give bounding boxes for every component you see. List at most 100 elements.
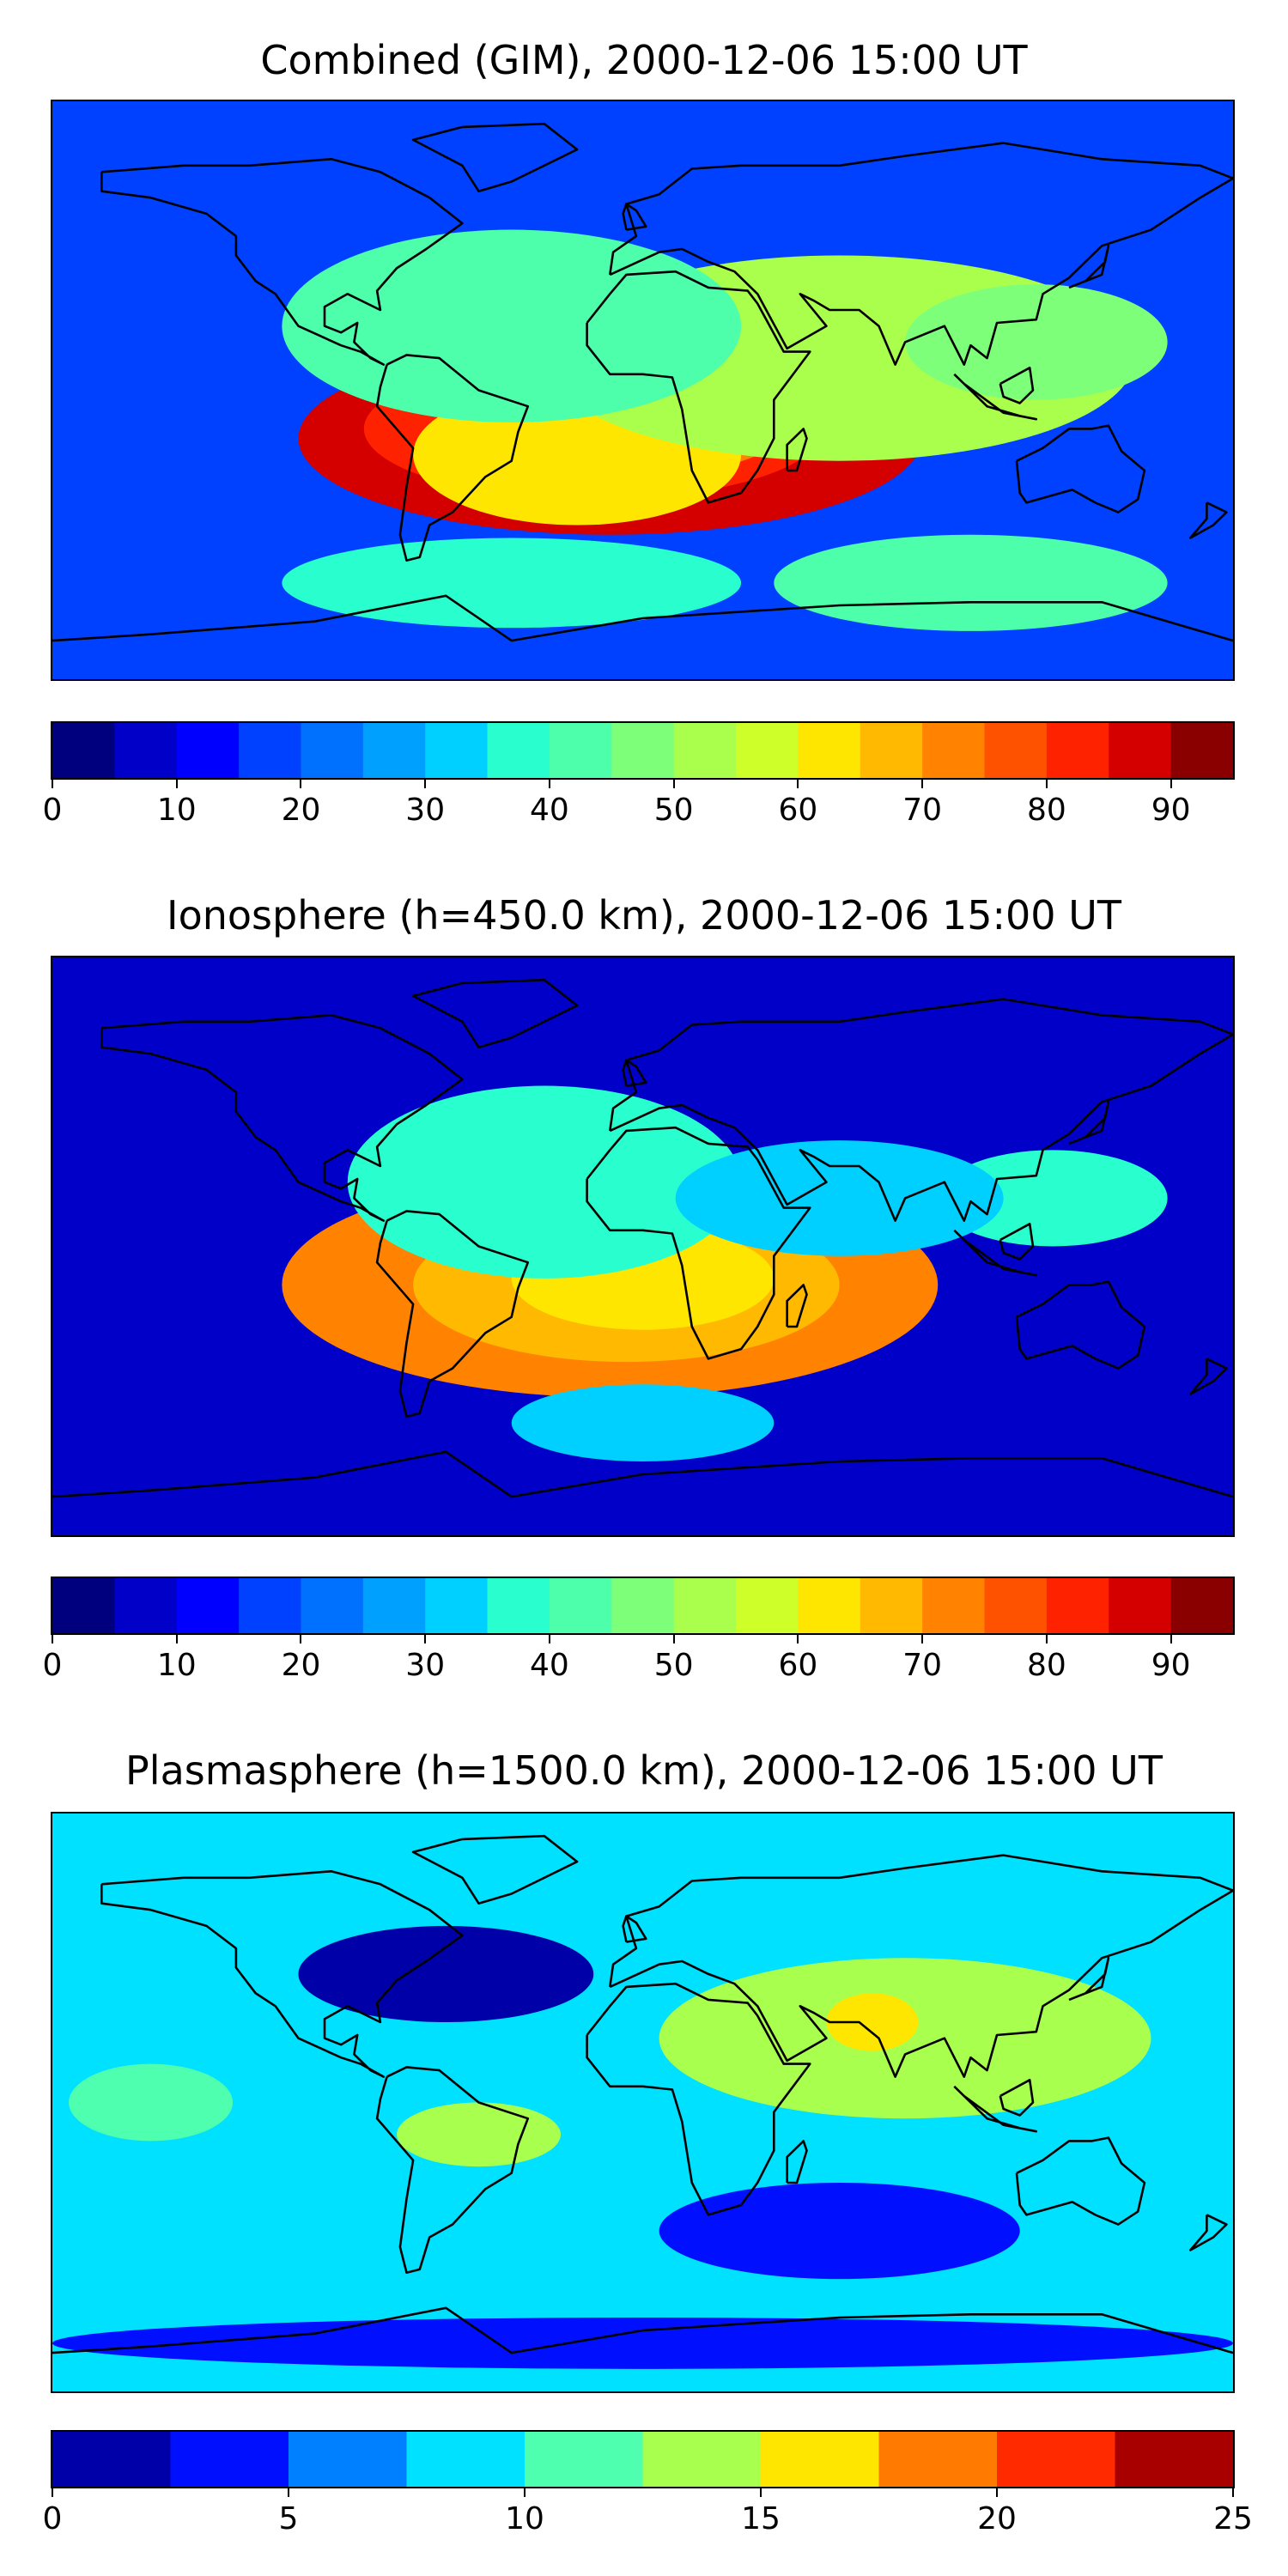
- colorbar-tick-label: 0: [42, 1648, 63, 1683]
- colorbar-swatch: [170, 2432, 289, 2487]
- colorbar-swatch: [673, 723, 737, 778]
- contour-region: [938, 1150, 1168, 1247]
- coastline: [999, 2079, 1035, 2117]
- coastline: [411, 1834, 579, 1905]
- colorbar-swatch: [984, 1578, 1048, 1633]
- colorbar-swatch: [114, 723, 178, 778]
- contour-region: [69, 2063, 234, 2142]
- colorbar-ionosphere: [51, 1577, 1235, 1635]
- colorbar-swatch: [922, 1578, 986, 1633]
- colorbar-swatch: [52, 723, 115, 778]
- colorbar-swatch: [1115, 2432, 1233, 2487]
- coastline: [52, 2306, 1233, 2354]
- colorbar-tick-label: 10: [156, 1648, 197, 1683]
- coastline: [411, 122, 579, 192]
- colorbar-swatch: [611, 723, 675, 778]
- coastline: [609, 998, 1233, 1222]
- colorbar-swatch: [997, 2432, 1116, 2487]
- contour-map: [52, 101, 1233, 679]
- colorbar-tick-label: 60: [778, 1648, 818, 1683]
- colorbar-ticks: 0 5 10 15 20 25: [43, 2488, 1253, 2540]
- colorbar-tick: [548, 1635, 550, 1643]
- colorbar-swatch: [984, 723, 1048, 778]
- contour-region: [774, 534, 1168, 631]
- colorbar-swatches: [52, 2432, 1233, 2487]
- colorbar-tick-label: 20: [281, 1648, 321, 1683]
- contour-region: [298, 1925, 594, 2023]
- colorbar-swatch: [52, 1578, 115, 1633]
- colorbar-swatch: [878, 2432, 998, 2487]
- panel-title: Ionosphere (h=450.0 km), 2000-12-06 15:0…: [167, 892, 1121, 939]
- coastline: [622, 1915, 647, 1943]
- colorbar-tick: [1170, 1635, 1172, 1643]
- colorbar-combined: [51, 721, 1235, 780]
- coastline: [586, 1126, 811, 1360]
- colorbar-swatch: [1109, 1578, 1172, 1633]
- colorbar-tick: [175, 1635, 178, 1643]
- colorbar-tick: [52, 2488, 53, 2497]
- coastline: [52, 594, 1233, 642]
- coastline: [1015, 2136, 1146, 2226]
- colorbar-tick-label: 80: [1026, 1648, 1066, 1683]
- coastline: [1189, 501, 1228, 539]
- colorbar-tick-label: 20: [977, 2501, 1017, 2537]
- colorbar-tick: [424, 780, 427, 788]
- colorbar-swatch: [362, 1578, 426, 1633]
- colorbar-tick-label: 50: [653, 1648, 694, 1683]
- colorbar-swatch: [860, 723, 923, 778]
- coastline: [586, 270, 811, 504]
- coastline: [622, 203, 647, 231]
- colorbar-tick-label: 80: [1026, 793, 1066, 828]
- colorbar-swatch: [525, 2432, 644, 2487]
- map-combined: [51, 100, 1235, 681]
- coastline: [100, 1014, 464, 1222]
- colorbar-swatch: [798, 1578, 861, 1633]
- colorbar-swatch: [1046, 723, 1109, 778]
- coastline: [375, 2066, 530, 2274]
- coastline: [586, 1982, 811, 2216]
- colorbar-tick: [672, 780, 675, 788]
- colorbar-tick: [1045, 1635, 1048, 1643]
- panel-title: Plasmasphere (h=1500.0 km), 2000-12-06 1…: [125, 1747, 1163, 1794]
- colorbar-swatch: [301, 723, 364, 778]
- coastline: [1189, 2214, 1228, 2251]
- coastline: [1189, 1358, 1228, 1395]
- colorbar-tick: [524, 2488, 526, 2497]
- coastline: [622, 1059, 647, 1087]
- colorbar-tick-label: 40: [530, 793, 569, 828]
- colorbar-tick-label: 60: [778, 793, 818, 828]
- coastline: [786, 1284, 808, 1328]
- colorbar-swatch: [549, 1578, 612, 1633]
- coastline: [786, 428, 808, 472]
- colorbar-tick-label: 15: [741, 2501, 781, 2537]
- colorbar-swatch: [798, 723, 861, 778]
- colorbar-tick-label: 5: [278, 2501, 299, 2537]
- coastline: [100, 1870, 464, 2078]
- colorbar-tick-label: 50: [653, 793, 694, 828]
- colorbar-swatch: [736, 723, 799, 778]
- coastline: [953, 2085, 1038, 2133]
- coastline: [100, 158, 464, 366]
- colorbar-tick-label: 90: [1151, 793, 1191, 828]
- colorbar-swatch: [549, 723, 612, 778]
- contour-region: [826, 1993, 919, 2051]
- colorbar-tick-label: 90: [1151, 1648, 1191, 1683]
- colorbar-swatch: [239, 723, 302, 778]
- colorbar-tick: [548, 780, 550, 788]
- colorbar-swatch: [1170, 723, 1233, 778]
- colorbar-swatch: [301, 1578, 364, 1633]
- contour-region: [397, 2102, 562, 2167]
- contour-map: [52, 1814, 1233, 2391]
- colorbar-plasmasphere: [51, 2430, 1235, 2488]
- coastline: [786, 2140, 808, 2184]
- colorbar-tick: [288, 2488, 289, 2497]
- colorbar-swatch: [289, 2432, 408, 2487]
- colorbar-swatches: [52, 1578, 1233, 1633]
- coastline: [375, 1210, 530, 1418]
- colorbar-swatch: [673, 1578, 737, 1633]
- colorbar-tick-label: 25: [1213, 2501, 1253, 2537]
- colorbar-swatch: [176, 1578, 240, 1633]
- colorbar-swatch: [425, 1578, 489, 1633]
- colorbar-tick-label: 70: [902, 793, 943, 828]
- colorbar-tick: [921, 780, 924, 788]
